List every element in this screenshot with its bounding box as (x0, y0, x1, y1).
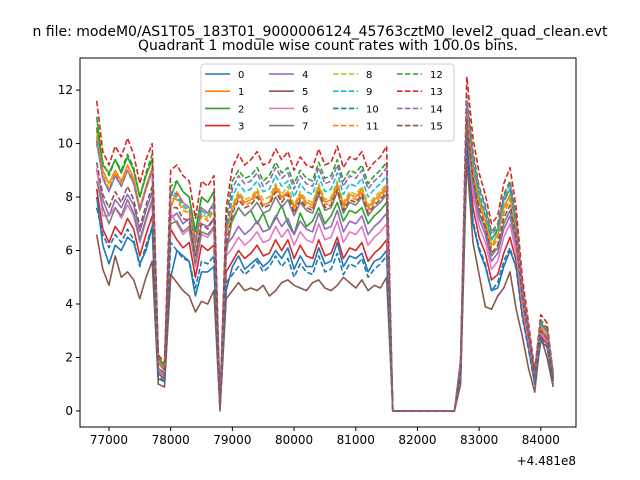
x-tick-label: 80000 (275, 433, 313, 447)
y-tick-label: 0 (65, 404, 73, 418)
legend-label-8: 8 (366, 70, 372, 81)
series-line-13 (95, 75, 554, 412)
y-tick-label: 4 (65, 297, 73, 311)
x-tick-label: 78000 (152, 433, 190, 447)
chart-title: Quadrant 1 module wise count rates with … (138, 38, 518, 54)
series-lines (95, 75, 554, 412)
series-line-10 (95, 137, 554, 412)
x-tick-label: 79000 (213, 433, 251, 447)
series-line-11 (95, 113, 554, 412)
plot-frame (79, 57, 577, 428)
x-tick-label: 83000 (460, 433, 498, 447)
legend-label-7: 7 (302, 122, 308, 133)
legend-label-9: 9 (366, 87, 372, 98)
y-tick-label: 12 (58, 83, 73, 97)
y-tick-label: 6 (65, 244, 73, 258)
legend-label-12: 12 (430, 70, 443, 81)
figure-suptitle: n file: modeM0/AS1T05_183T01_9000006124_… (32, 24, 608, 40)
legend-label-4: 4 (302, 70, 308, 81)
legend-label-2: 2 (238, 104, 244, 115)
y-tick-label: 10 (58, 137, 73, 151)
legend-label-6: 6 (302, 104, 308, 115)
legend-label-3: 3 (238, 122, 244, 133)
series-line-5 (95, 158, 554, 412)
series-line-7 (95, 124, 554, 412)
x-tick-label: 84000 (522, 433, 560, 447)
series-line-14 (95, 100, 554, 412)
y-tick-label: 8 (65, 190, 73, 204)
series-line-3 (95, 126, 554, 412)
legend-label-14: 14 (430, 104, 443, 115)
series-line-6 (95, 121, 554, 412)
series-line-12 (95, 94, 554, 412)
legend-label-1: 1 (238, 87, 244, 98)
legend-label-15: 15 (430, 122, 443, 133)
legend-label-5: 5 (302, 87, 308, 98)
x-offset-text: +4.481e8 (517, 454, 576, 468)
legend-label-10: 10 (366, 104, 379, 115)
x-tick-label: 82000 (398, 433, 436, 447)
x-tick-label: 81000 (337, 433, 375, 447)
legend-label-0: 0 (238, 70, 244, 81)
y-tick-label: 2 (65, 350, 73, 364)
series-line-15 (95, 118, 554, 412)
legend-box (200, 63, 455, 142)
axis-ticks: 77000 78000 79000 80000 81000 82000 83000 84000… (58, 83, 560, 447)
series-line-9 (95, 105, 554, 412)
x-tick-label: 77000 (90, 433, 128, 447)
legend-label-13: 13 (430, 87, 443, 98)
legend-label-11: 11 (366, 122, 379, 133)
